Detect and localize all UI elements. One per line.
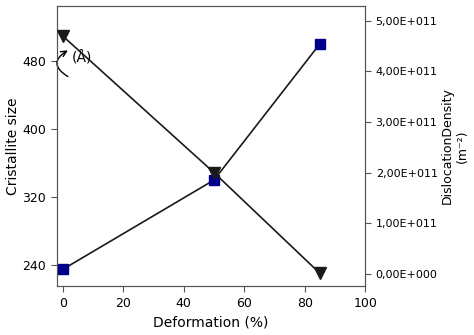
Text: (Å): (Å) [72,51,92,66]
Y-axis label: DislocationDensity
(m⁻²): DislocationDensity (m⁻²) [440,87,468,204]
X-axis label: Deformation (%): Deformation (%) [153,316,269,329]
Y-axis label: Cristallite size: Cristallite size [6,97,19,195]
